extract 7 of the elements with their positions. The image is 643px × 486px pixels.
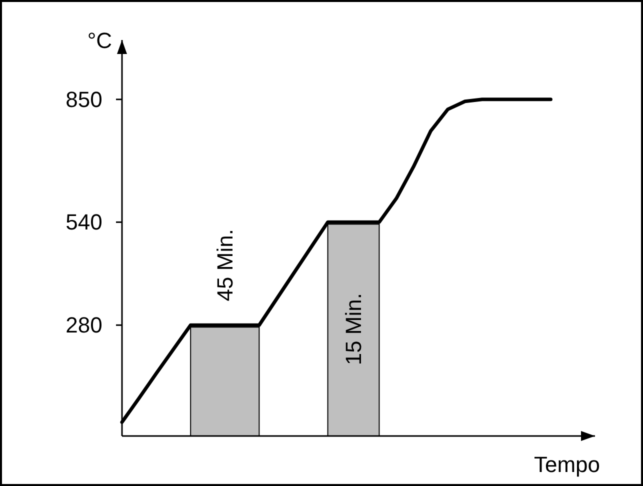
- y-axis-title: °C: [87, 28, 112, 53]
- y-tick-label: 280: [66, 312, 102, 338]
- annotation: 15 Min.: [341, 293, 366, 366]
- y-tick-label: 540: [66, 210, 102, 235]
- x-axis-title: Tempo: [534, 452, 600, 477]
- annotation: 45 Min.: [212, 229, 238, 302]
- y-tick-label: 850: [66, 86, 102, 112]
